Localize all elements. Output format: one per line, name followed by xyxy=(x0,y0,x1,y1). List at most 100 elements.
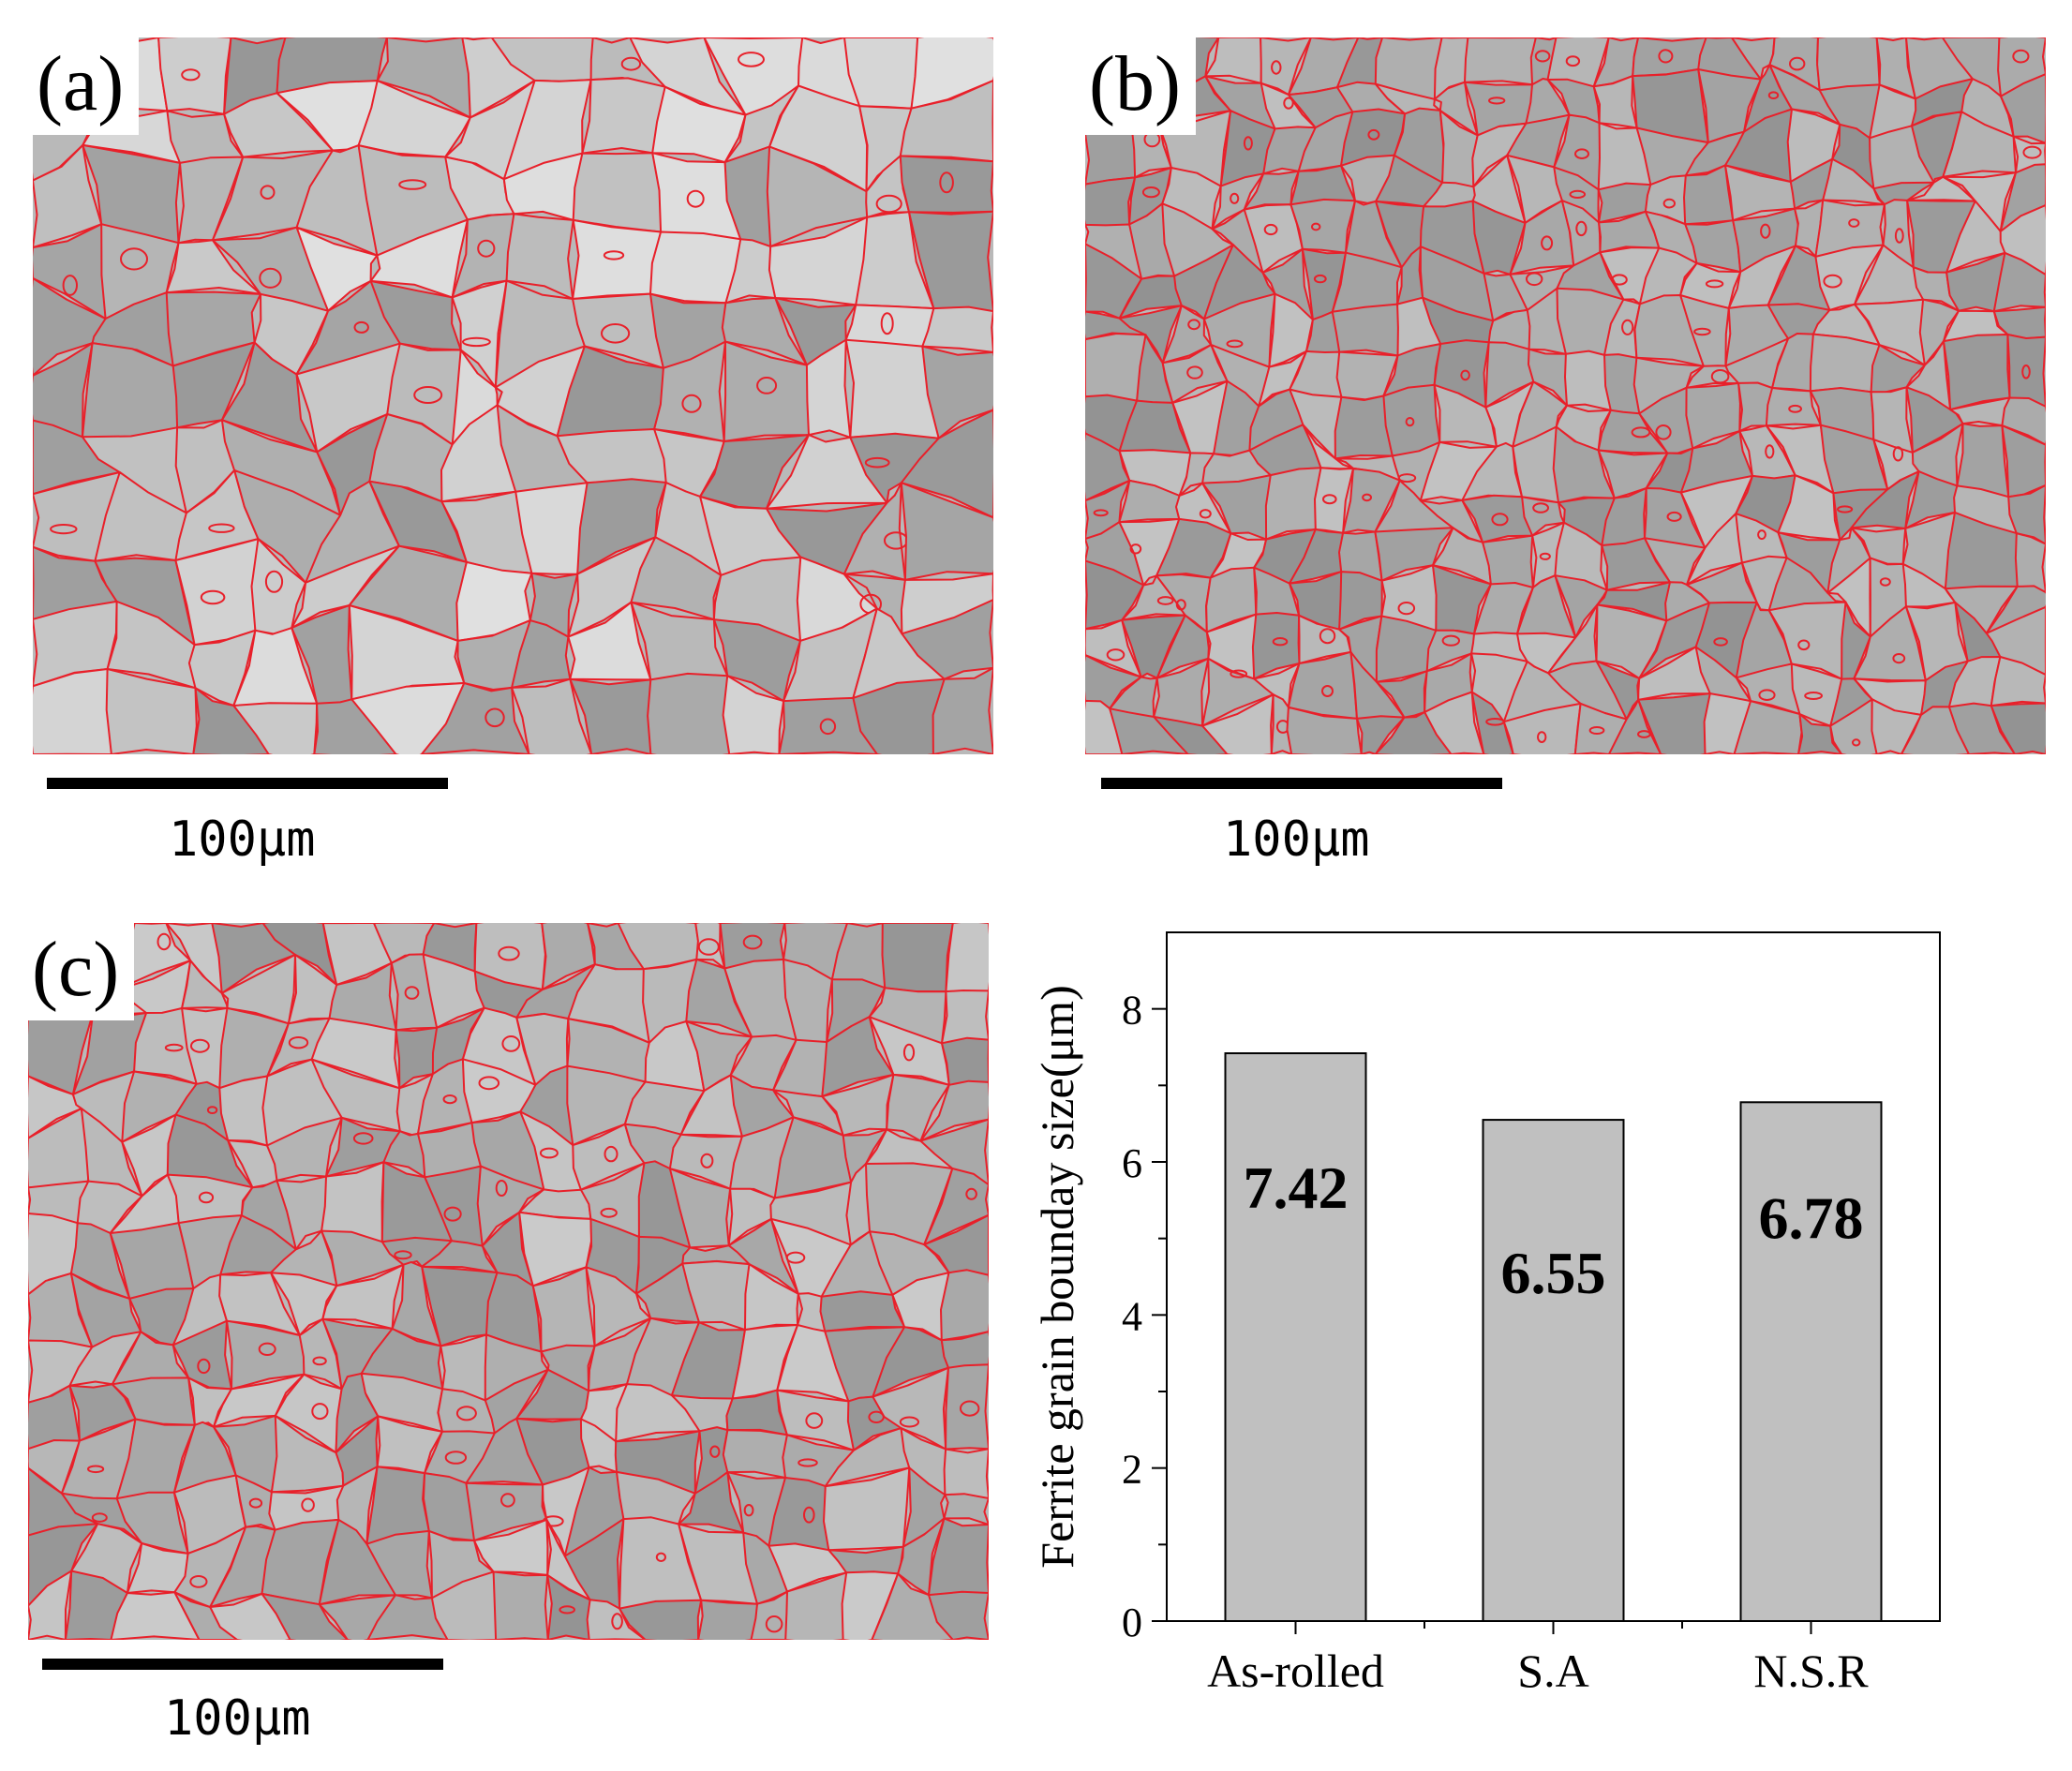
subgrain xyxy=(1767,91,1780,100)
subgrain xyxy=(1588,726,1605,735)
grain xyxy=(1464,37,1537,86)
grain-boundary-map-b xyxy=(1085,37,2046,754)
subgrain xyxy=(939,171,954,194)
subgrain xyxy=(603,250,625,260)
subgrain xyxy=(686,189,705,208)
grain xyxy=(722,1429,789,1479)
scale-bar-a xyxy=(47,778,448,789)
subgrain xyxy=(1693,327,1711,336)
subgrain xyxy=(600,1207,618,1218)
subgrain xyxy=(1760,223,1771,239)
panel-label-b: (b) xyxy=(1085,37,1196,135)
grain xyxy=(1943,334,2011,411)
grain xyxy=(901,599,993,680)
subgrain xyxy=(1837,505,1854,513)
subgrain xyxy=(1537,731,1547,743)
subgrain xyxy=(655,1552,667,1562)
micrograph-panel-b: (b) xyxy=(1085,37,2046,754)
data-label: 7.42 xyxy=(1244,1154,1349,1221)
subgrain xyxy=(181,68,201,82)
grain xyxy=(1356,715,1406,754)
grain xyxy=(919,1118,989,1186)
panel-label-a: (a) xyxy=(33,37,140,135)
grain xyxy=(2014,532,2046,594)
grain xyxy=(943,1493,989,1525)
grain xyxy=(852,677,946,754)
subgrain xyxy=(50,524,78,535)
grain xyxy=(908,210,993,313)
subgrain xyxy=(189,1575,208,1588)
subgrain xyxy=(697,938,720,956)
grain xyxy=(28,1570,73,1640)
grain xyxy=(192,687,270,754)
subgrain xyxy=(1226,339,1244,349)
grain xyxy=(232,702,319,754)
subgrain xyxy=(1272,637,1289,647)
grain xyxy=(420,682,530,754)
bar-n-s-r xyxy=(1739,1101,1883,1623)
subgrain xyxy=(611,1613,623,1630)
subgrain xyxy=(353,320,369,334)
y-tick-label: 8 xyxy=(1122,988,1142,1034)
subgrain xyxy=(1199,509,1212,519)
subgrain xyxy=(495,1180,508,1197)
subgrain xyxy=(709,1445,721,1458)
subgrain xyxy=(1631,426,1651,439)
grain xyxy=(1374,711,1453,754)
subgrain xyxy=(1788,404,1802,413)
subgrain xyxy=(1574,148,1589,159)
grain xyxy=(569,677,656,754)
grain xyxy=(157,37,232,115)
subgrain xyxy=(259,267,282,289)
subgrain xyxy=(559,1605,576,1615)
bar-as-rolled xyxy=(1224,1052,1367,1623)
subgrain xyxy=(500,1493,515,1508)
grain xyxy=(784,1571,848,1640)
subgrain xyxy=(1569,189,1587,199)
grain xyxy=(941,990,989,1045)
subgrain xyxy=(260,185,276,200)
grain xyxy=(511,677,593,754)
subgrain xyxy=(1789,56,1806,71)
subgrain xyxy=(1534,50,1551,63)
grain xyxy=(1264,467,1322,541)
subgrain xyxy=(765,1615,783,1633)
subgrain xyxy=(1658,49,1674,64)
grain xyxy=(697,1599,758,1640)
subgrain xyxy=(1879,577,1891,587)
subgrain xyxy=(1243,136,1253,151)
grain xyxy=(1502,702,1582,754)
grain xyxy=(932,666,993,754)
subgrain xyxy=(442,1094,457,1105)
scale-label-c: 100μm xyxy=(164,1690,311,1747)
subgrain xyxy=(164,1043,184,1052)
subgrain xyxy=(1187,319,1200,331)
grain xyxy=(921,305,993,353)
subgrain xyxy=(2022,145,2042,159)
subgrain xyxy=(1892,446,1904,462)
subgrain xyxy=(1367,128,1380,141)
grain xyxy=(1985,605,2046,677)
subgrain xyxy=(484,707,505,728)
grain xyxy=(921,345,993,439)
subgrain xyxy=(1311,222,1321,231)
grain xyxy=(366,1594,449,1640)
subgrain xyxy=(1129,543,1142,555)
grain-size-bar-chart: 0 2 4 6 8 As-rolled 7.42 S.A 6.55 N.S.R 6.78 Ferr… xyxy=(1031,931,1941,1697)
grain xyxy=(1331,303,1401,357)
grain xyxy=(1992,305,2046,340)
subgrain xyxy=(352,1132,374,1145)
grain xyxy=(941,1036,989,1089)
subgrain xyxy=(2012,49,2030,64)
grain xyxy=(722,675,785,754)
scale-bar-b xyxy=(1101,778,1502,789)
subgrain xyxy=(2021,365,2031,380)
grain xyxy=(1109,707,1189,754)
subgrain xyxy=(681,394,702,413)
subgrain xyxy=(62,275,78,296)
subgrain xyxy=(398,179,427,190)
subgrain xyxy=(1362,493,1373,502)
subgrain xyxy=(797,1458,818,1467)
y-tick-label: 0 xyxy=(1122,1600,1142,1645)
grain xyxy=(1201,693,1275,754)
